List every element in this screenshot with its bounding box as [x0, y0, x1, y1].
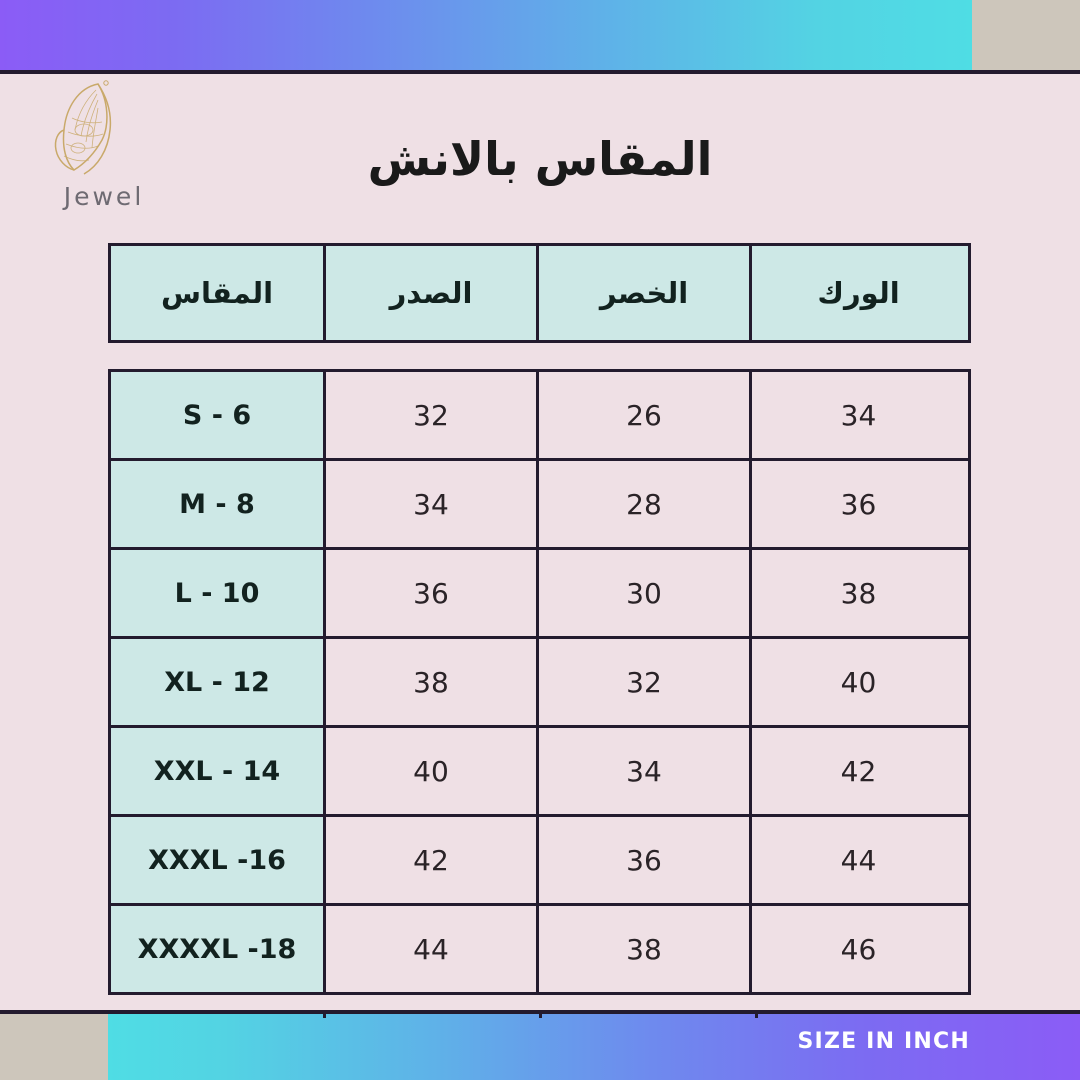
cell-waist: 38	[536, 906, 749, 992]
cell-hip: 40	[749, 639, 965, 725]
bottom-divider-rule	[0, 1010, 1080, 1014]
cell-size: XXXXL -18	[111, 906, 323, 992]
cell-chest: 36	[323, 550, 536, 636]
cell-size: L - 10	[111, 550, 323, 636]
table-row: XXL - 14 40 34 42	[111, 728, 968, 817]
cell-hip: 42	[749, 728, 965, 814]
cell-chest: 38	[323, 639, 536, 725]
cell-waist: 34	[536, 728, 749, 814]
column-header-waist: الخصر	[536, 246, 749, 340]
table-row: XXXL -16 42 36 44	[111, 817, 968, 906]
size-chart-table: المقاس الصدر الخصر الورك S - 6 32 26 34 …	[108, 243, 971, 995]
cell-waist: 32	[536, 639, 749, 725]
cell-chest: 34	[323, 461, 536, 547]
column-header-chest: الصدر	[323, 246, 536, 340]
column-divider-tick	[323, 1014, 326, 1018]
cell-size: XXL - 14	[111, 728, 323, 814]
column-divider-tick	[755, 1014, 758, 1018]
cell-waist: 26	[536, 372, 749, 458]
column-header-hip: الورك	[749, 246, 965, 340]
cell-chest: 44	[323, 906, 536, 992]
cell-hip: 44	[749, 817, 965, 903]
cell-waist: 28	[536, 461, 749, 547]
table-row: XL - 12 38 32 40	[111, 639, 968, 728]
cell-hip: 46	[749, 906, 965, 992]
cell-waist: 36	[536, 817, 749, 903]
cell-size: M - 8	[111, 461, 323, 547]
top-divider-rule	[0, 70, 1080, 74]
column-divider-tick	[539, 1014, 542, 1018]
cell-hip: 38	[749, 550, 965, 636]
top-gradient-banner	[0, 0, 972, 70]
cell-waist: 30	[536, 550, 749, 636]
cell-size: XXXL -16	[111, 817, 323, 903]
cell-chest: 32	[323, 372, 536, 458]
table-row: L - 10 36 30 38	[111, 550, 968, 639]
page-title: المقاس بالانش	[367, 132, 713, 186]
table-row: M - 8 34 28 36	[111, 461, 968, 550]
brand-name: Jewel	[63, 182, 145, 211]
bottom-gradient-banner	[108, 1014, 1080, 1080]
table-body: S - 6 32 26 34 M - 8 34 28 36 L - 10 36 …	[108, 369, 971, 995]
cell-size: S - 6	[111, 372, 323, 458]
cell-chest: 40	[323, 728, 536, 814]
cell-chest: 42	[323, 817, 536, 903]
cell-hip: 36	[749, 461, 965, 547]
brand-logo: Jewel	[34, 78, 164, 218]
cell-hip: 34	[749, 372, 965, 458]
table-row: S - 6 32 26 34	[111, 372, 968, 461]
table-header-row: المقاس الصدر الخصر الورك	[108, 243, 971, 343]
cell-size: XL - 12	[111, 639, 323, 725]
size-unit-label: SIZE IN INCH	[797, 1029, 970, 1054]
table-row: XXXXL -18 44 38 46	[111, 906, 968, 995]
butterfly-wing-icon	[54, 80, 112, 175]
column-header-size: المقاس	[160, 276, 274, 310]
